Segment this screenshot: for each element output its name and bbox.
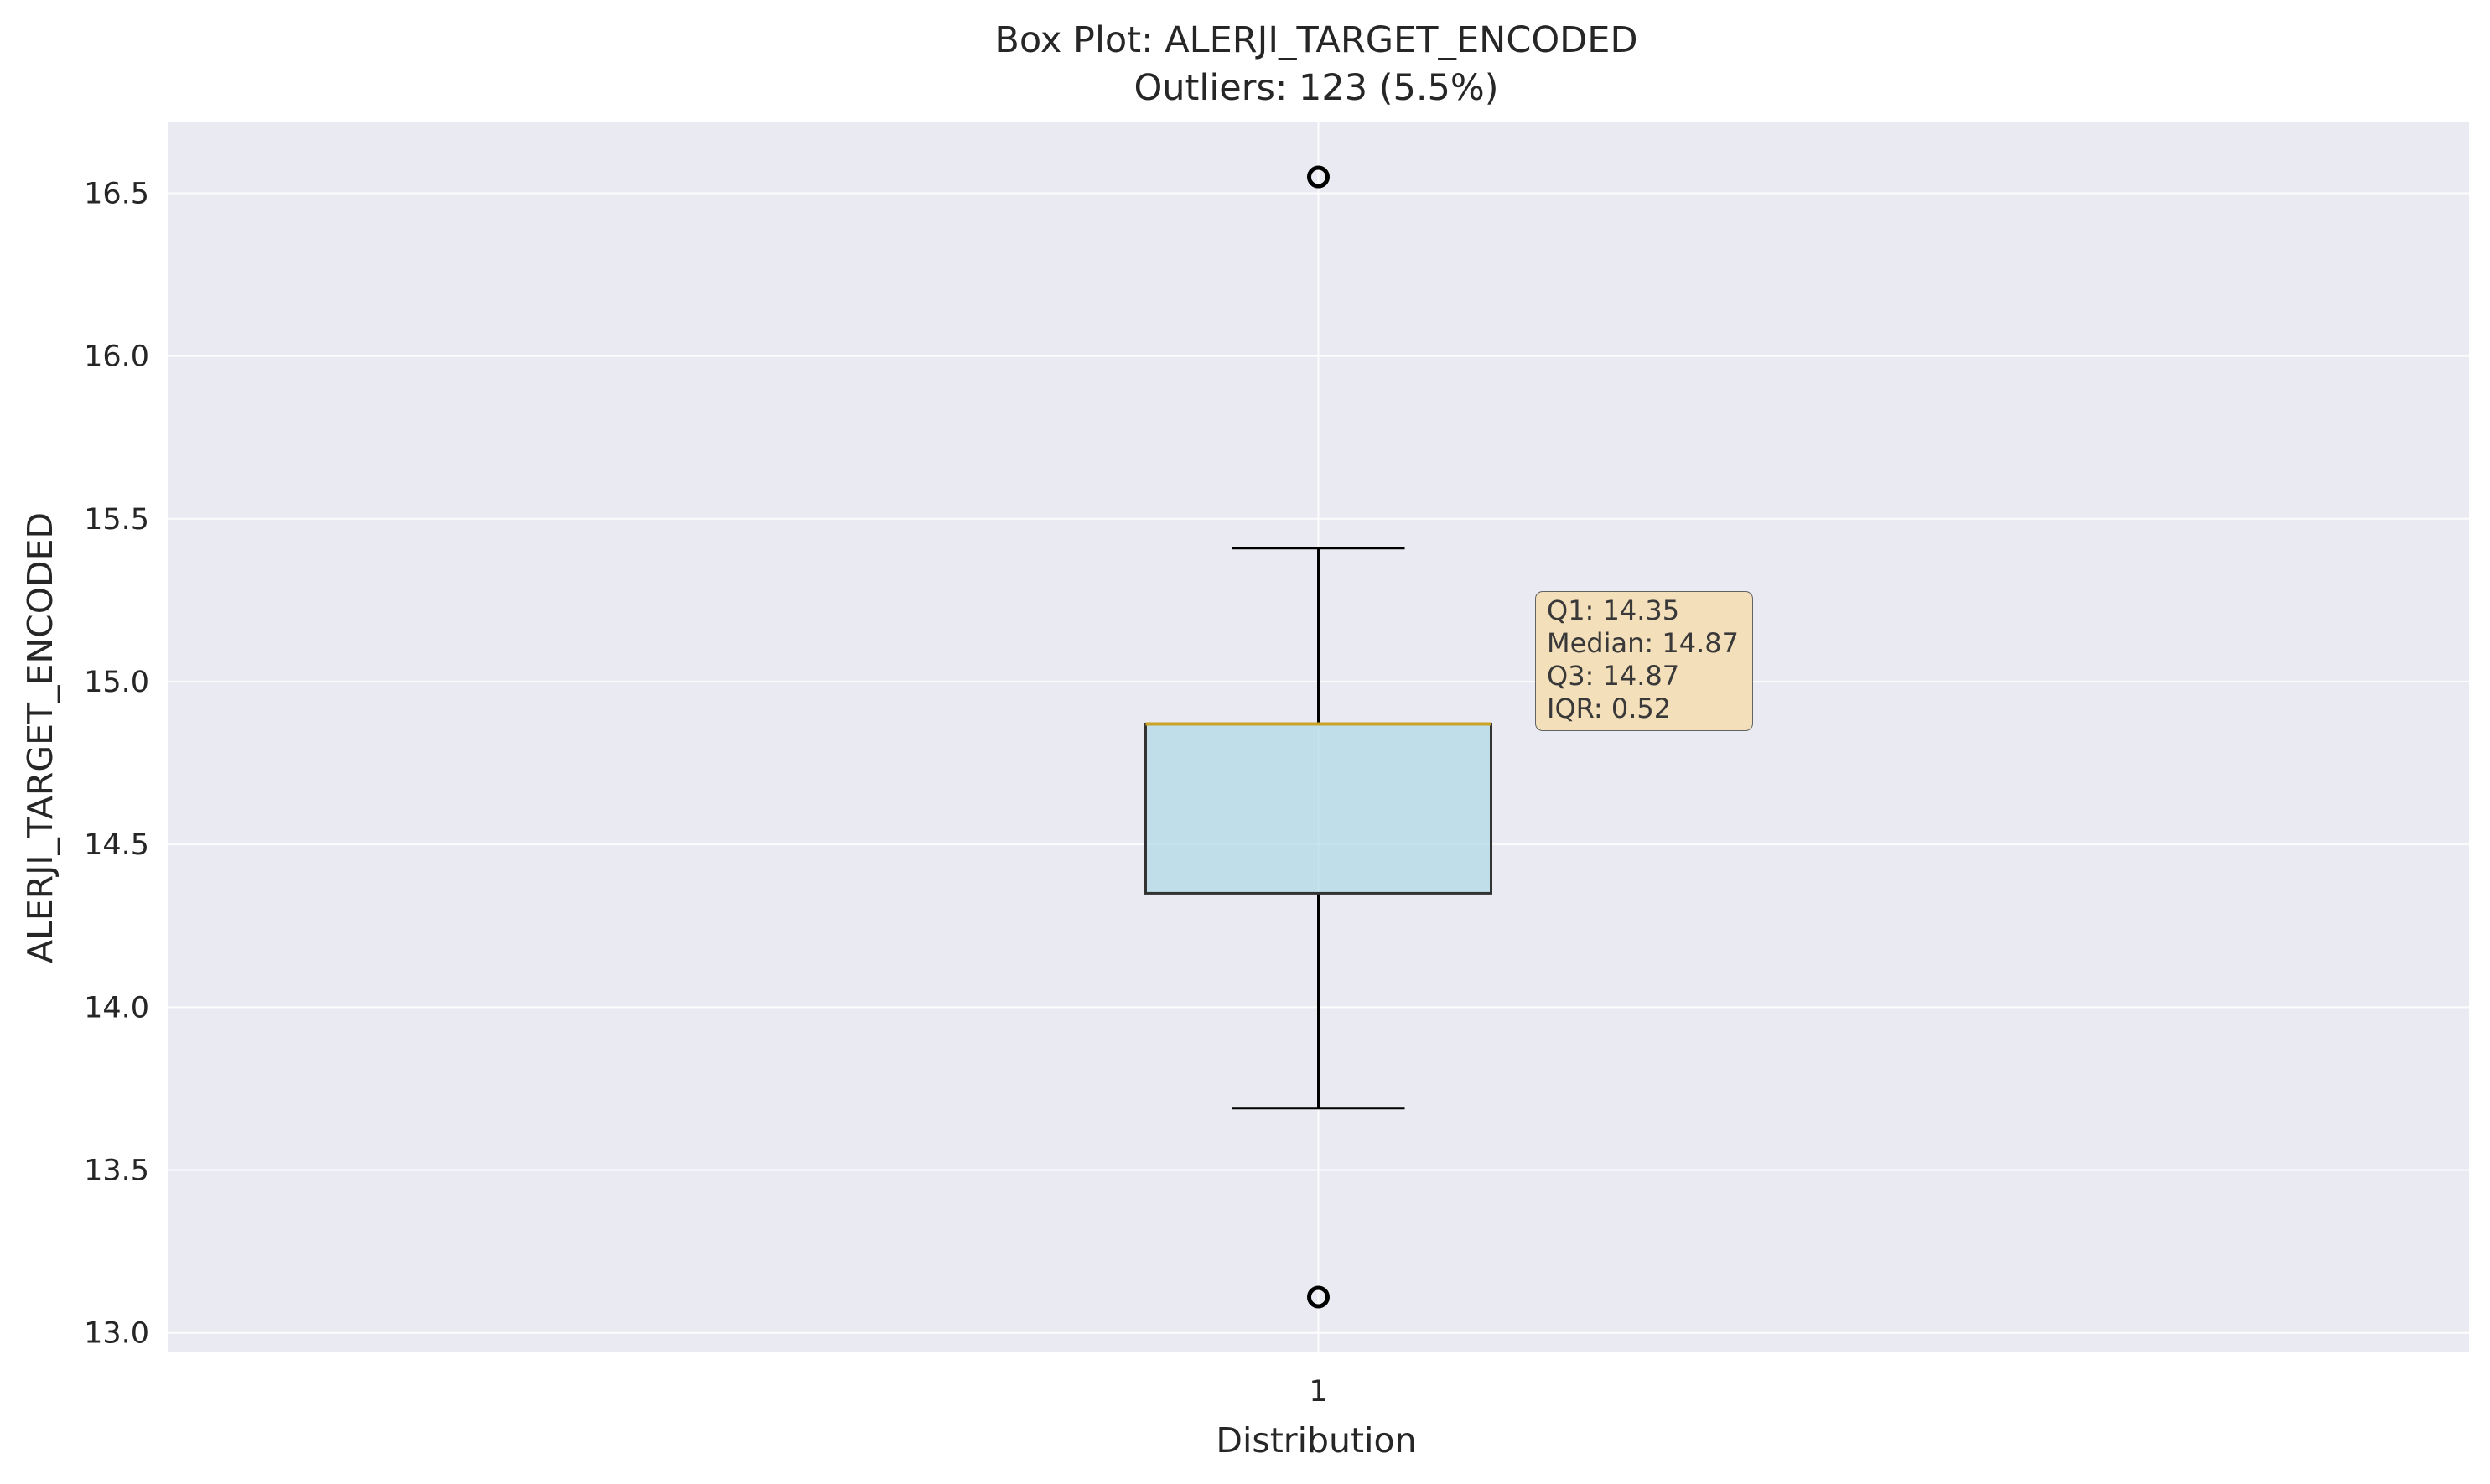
stat-q3: Q3: 14.87 <box>1547 660 1680 692</box>
chart-subtitle: Outliers: 123 (5.5%) <box>1133 67 1498 109</box>
box-plot <box>1144 165 1492 1309</box>
y-tick-label: 14.5 <box>84 828 149 862</box>
y-tick-label: 13.0 <box>84 1317 149 1351</box>
x-tick-label: 1 <box>1309 1375 1327 1409</box>
iqr-box <box>1144 722 1492 895</box>
y-tick-label: 15.5 <box>84 503 149 537</box>
chart-title: Box Plot: ALERJI_TARGET_ENCODED <box>994 19 1637 61</box>
y-axis-ticks: 13.0 13.5 14.0 14.5 15.0 15.5 16.0 16.5 <box>84 177 149 1350</box>
y-tick-label: 14.0 <box>84 991 149 1025</box>
y-tick-label: 13.5 <box>84 1155 149 1188</box>
y-axis-label: ALERJI_TARGET_ENCODED <box>20 512 60 963</box>
y-tick-label: 16.5 <box>84 177 149 210</box>
stat-iqr: IQR: 0.52 <box>1547 693 1672 724</box>
y-tick-label: 15.0 <box>84 666 149 699</box>
stat-median: Median: 14.87 <box>1547 627 1739 659</box>
x-axis-label: Distribution <box>1216 1420 1416 1461</box>
outlier-point <box>1307 1285 1330 1309</box>
stat-q1: Q1: 14.35 <box>1547 594 1680 626</box>
stats-annotation: Q1: 14.35 Median: 14.87 Q3: 14.87 IQR: 0… <box>1535 591 1753 731</box>
y-tick-label: 16.0 <box>84 340 149 374</box>
outlier-point <box>1307 165 1330 189</box>
x-axis-ticks: 1 <box>1309 1375 1327 1409</box>
